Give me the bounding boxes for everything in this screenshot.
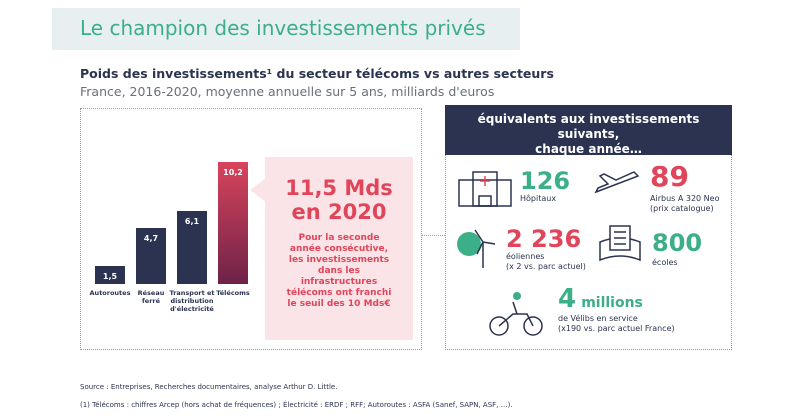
category-label: Transport et distribution d'électricité [169,289,215,313]
callout-headline: 11,5 Mds en 2020 [285,176,393,224]
bar [177,211,207,284]
value-label: 10,2 [223,168,243,177]
value-label: 1,5 [102,272,118,282]
school-icon [599,225,641,262]
subtitle2: France, 2016-2020, moyenne annuelle sur … [80,84,495,99]
bar [136,227,166,284]
item-label: écoles [652,258,678,267]
footer-source: Source : Entreprises, Recherches documen… [80,383,338,391]
wind-icon [457,229,496,268]
callout-box [265,157,413,340]
value-label: 4,7 [143,233,159,243]
item-number: 4 [558,284,577,314]
item-label: de Vélibs en service (x190 vs. parc actu… [558,314,675,333]
bar-chart: 1,5 Autoroutes 4,7 Réseau ferré 6,1 Transport… [80,108,270,350]
category-label: Réseau ferré [137,289,165,305]
category-label: Télécoms [216,289,250,297]
item-number: 2 236 [506,225,582,253]
hospital-icon [458,171,512,207]
item-label: Airbus A 320 Neo (prix catalogue) [650,194,720,213]
chart-box [80,108,422,350]
bike-icon [489,292,543,336]
callout-arrow [250,178,266,202]
title: Le champion des investissements privés [80,16,486,40]
item-unit: millions [581,295,643,311]
callout-text: Pour la seconde année consécutive, les i… [286,233,392,309]
item-number: 126 [520,167,571,195]
connector [422,235,445,236]
panel-header-bg [445,105,732,155]
category-label: Autoroutes [89,289,131,297]
item-label: Hôpitaux [520,194,557,203]
bar [95,266,125,284]
title-box [52,8,520,50]
item-label: éoliennes (x 2 vs. parc actuel) [506,252,586,271]
panel-header: équivalents aux investissements suivants… [477,112,700,156]
subtitle: Poids des investissements¹ du secteur té… [80,66,554,81]
value-label: 6,1 [184,217,200,227]
item-number: 89 [650,160,689,193]
footer-note: (1) Télécoms : chiffres Arcep (hors acha… [80,401,513,409]
bar [218,162,248,284]
plane-icon [594,171,640,194]
item-number: 800 [652,229,703,257]
item-number-group: 4 millions [558,286,643,312]
